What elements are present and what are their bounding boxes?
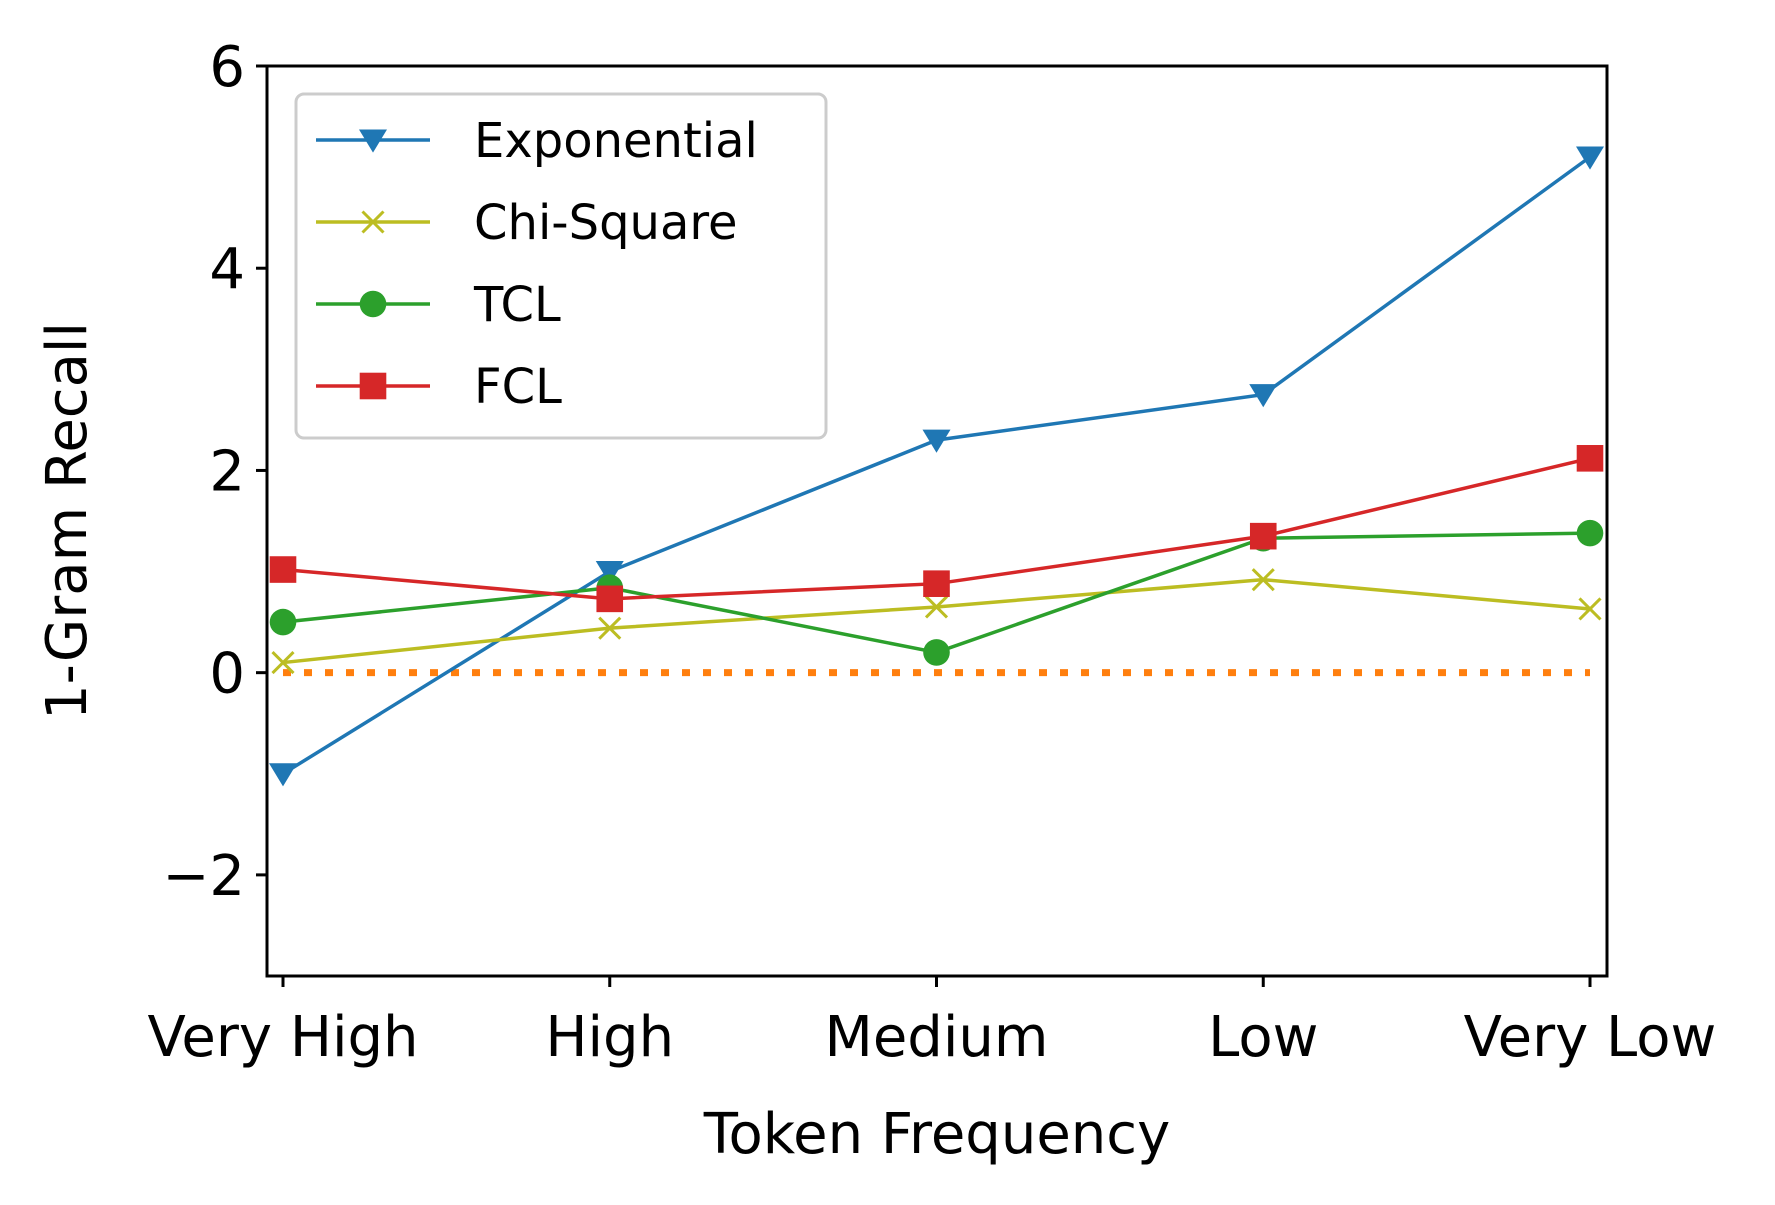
data-point-exponential [595,561,624,585]
legend-item-fcl: FCL [316,359,562,415]
x-tick-label: Very Low [1464,1005,1717,1070]
legend-box [294,92,828,440]
x-tick-label: Very High [147,1005,418,1070]
x-tick-label: Medium [825,1005,1049,1070]
data-point-chi-square [924,595,949,619]
y-tick-label: −2 [162,844,245,909]
legend-items: Exponential Chi-Square TCL FCL [316,113,758,415]
data-point-fcl [596,585,624,613]
data-point-fcl [1249,522,1277,550]
legend-label: TCL [473,277,561,333]
data-point-chi-square [598,616,622,640]
data-point-tcl [923,639,950,666]
series-chi-square [271,568,1602,675]
data-point-exponential [1576,146,1604,170]
legend-item-chi-square: Chi-Square [316,195,738,251]
axis-layer: −2 0 2 4 6 Very High High Medium Low Very Low [147,35,1716,1070]
data-point-fcl [269,556,297,583]
legend-item-tcl: TCL [316,277,561,333]
series-layer [269,146,1604,787]
legend-marker [359,129,387,153]
data-point-fcl [1576,445,1604,472]
data-point-fcl [923,570,950,597]
legend-marker [359,372,387,400]
data-point-chi-square [271,650,295,675]
data-point-tcl [1576,519,1604,547]
data-point-exponential [269,763,297,787]
data-point-exponential [1249,384,1278,408]
y-tick-label: 4 [209,237,245,302]
y-tick-label: 6 [209,35,245,100]
y-tick-label: 0 [209,642,245,707]
data-point-chi-square [1578,597,1602,621]
legend-label: Exponential [474,113,758,169]
x-tick-label: High [545,1005,674,1070]
data-point-exponential [922,429,951,453]
legend-marker [361,210,385,234]
series-fcl [269,445,1604,613]
x-axis-label: Token Frequency [703,1102,1170,1167]
data-point-chi-square [1251,568,1275,592]
legend-label: Chi-Square [474,195,738,251]
legend: Exponential Chi-Square TCL FCL [294,92,828,440]
legend-item-exponential: Exponential [316,113,758,169]
y-tick-label: 2 [209,439,245,504]
legend-marker [359,290,387,318]
data-point-tcl [269,608,297,636]
legend-label: FCL [474,359,562,415]
x-tick-label: Low [1208,1005,1318,1070]
y-axis-label: 1-Gram Recall [35,322,100,720]
